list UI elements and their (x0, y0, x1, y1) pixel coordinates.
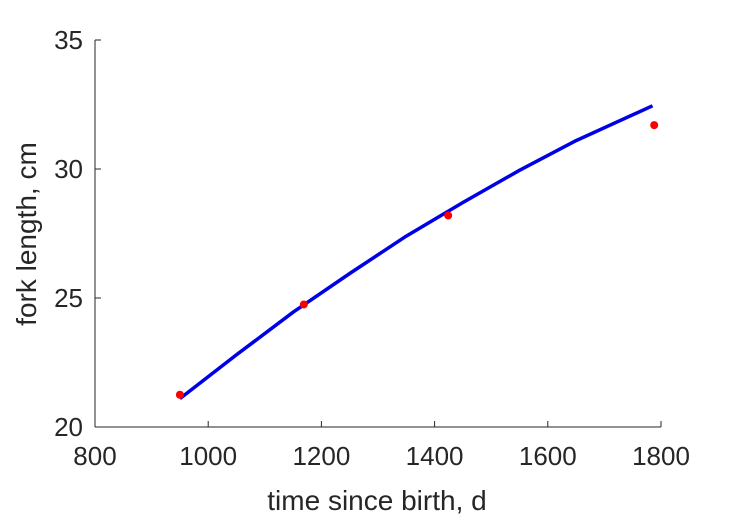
y-axis-label: fork length, cm (11, 142, 42, 326)
x-tick-label: 800 (73, 441, 116, 471)
x-tick-label: 1800 (632, 441, 690, 471)
data-point (299, 300, 308, 309)
x-axis-label: time since birth, d (267, 485, 486, 516)
x-tick-label: 1000 (179, 441, 237, 471)
fit-curve (178, 104, 654, 400)
y-tick-label: 35 (54, 25, 83, 55)
plot-area (175, 104, 659, 400)
y-tick-label: 20 (54, 412, 83, 442)
data-point (444, 211, 453, 220)
y-tick-label: 30 (54, 154, 83, 184)
axes: 800 1000 1200 1400 1600 1800 20 25 30 35 (54, 25, 690, 471)
y-tick-label: 25 (54, 283, 83, 313)
x-tick-label: 1600 (519, 441, 577, 471)
x-tick-label: 1200 (292, 441, 350, 471)
x-tick-label: 1400 (406, 441, 464, 471)
data-point (650, 121, 659, 130)
data-point (175, 390, 184, 399)
